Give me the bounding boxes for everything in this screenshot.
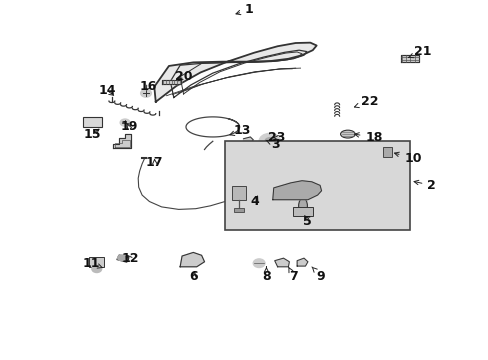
Circle shape [253, 259, 264, 267]
Polygon shape [400, 55, 418, 62]
Text: 17: 17 [146, 156, 163, 169]
Circle shape [120, 119, 130, 126]
Text: 21: 21 [408, 45, 431, 58]
Circle shape [118, 255, 125, 261]
Text: 2: 2 [413, 179, 435, 192]
Text: 16: 16 [140, 80, 157, 93]
Bar [89, 257, 104, 267]
Text: 8: 8 [262, 267, 270, 283]
Text: 18: 18 [354, 131, 382, 144]
Polygon shape [180, 252, 204, 267]
Text: 20: 20 [175, 69, 192, 82]
Bar [232, 186, 245, 200]
Polygon shape [272, 181, 321, 200]
Text: 4: 4 [250, 195, 259, 208]
Bar [233, 208, 244, 212]
Circle shape [92, 265, 102, 273]
Text: 6: 6 [188, 270, 197, 283]
Polygon shape [113, 134, 131, 148]
Bar [117, 255, 129, 262]
Text: 19: 19 [120, 121, 137, 134]
Bar [383, 147, 391, 157]
Polygon shape [243, 137, 253, 144]
Text: 1: 1 [236, 3, 253, 16]
Circle shape [141, 89, 151, 97]
Text: 11: 11 [82, 257, 102, 270]
Text: 13: 13 [229, 124, 251, 137]
Circle shape [259, 134, 280, 149]
Polygon shape [161, 80, 181, 84]
Text: 5: 5 [303, 215, 311, 228]
Text: 23: 23 [267, 131, 285, 144]
Text: 15: 15 [83, 127, 101, 141]
Text: 10: 10 [394, 152, 421, 165]
Circle shape [264, 138, 274, 145]
Text: 22: 22 [354, 95, 377, 108]
Text: 14: 14 [98, 84, 116, 97]
Ellipse shape [340, 130, 354, 138]
Polygon shape [274, 258, 289, 267]
Bar [293, 207, 312, 216]
Ellipse shape [298, 198, 307, 213]
Polygon shape [297, 258, 307, 266]
Text: 9: 9 [311, 267, 325, 283]
Text: 12: 12 [122, 252, 139, 265]
Text: 3: 3 [265, 138, 279, 150]
Polygon shape [154, 42, 316, 102]
Bar [224, 140, 409, 230]
Polygon shape [380, 144, 400, 158]
Bar [82, 117, 102, 127]
Text: 7: 7 [288, 267, 297, 283]
